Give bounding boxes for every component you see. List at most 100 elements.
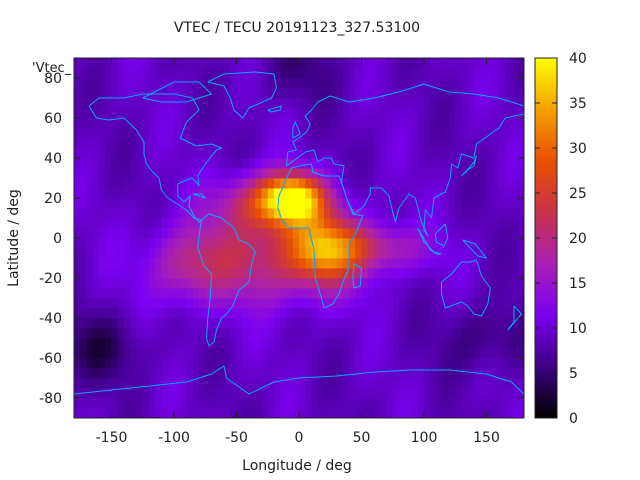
heatmap-cell xyxy=(317,98,325,109)
heatmap-cell xyxy=(317,248,325,259)
heatmap-cell xyxy=(386,358,394,369)
heatmap-cell xyxy=(186,98,194,109)
heatmap-cell xyxy=(80,208,87,219)
heatmap-cell xyxy=(142,238,150,249)
heatmap-cell xyxy=(255,248,262,259)
heatmap-cell xyxy=(117,228,125,239)
heatmap-cell xyxy=(305,98,312,109)
heatmap-cell xyxy=(392,328,400,339)
heatmap-cell xyxy=(305,58,312,69)
heatmap-cell xyxy=(417,328,425,339)
heatmap-cell xyxy=(161,148,169,159)
heatmap-cell xyxy=(124,88,131,99)
heatmap-cell xyxy=(86,338,94,349)
heatmap-cell xyxy=(130,358,137,369)
heatmap-cell xyxy=(286,58,294,69)
heatmap-cell xyxy=(330,128,337,139)
heatmap-cell xyxy=(292,378,300,389)
heatmap-cell xyxy=(205,278,212,289)
coastline-path xyxy=(142,81,212,103)
heatmap-cell xyxy=(286,138,294,149)
heatmap-cell xyxy=(292,288,300,299)
heatmap-cell xyxy=(499,278,506,289)
heatmap-cell xyxy=(105,228,112,239)
heatmap-cell xyxy=(436,268,444,279)
heatmap-cell xyxy=(349,168,356,179)
heatmap-cell xyxy=(292,238,300,249)
heatmap-cell xyxy=(324,298,331,309)
heatmap-cell xyxy=(149,288,156,299)
heatmap-cell xyxy=(367,368,375,379)
heatmap-cell xyxy=(161,108,169,119)
heatmap-cell xyxy=(74,268,81,279)
heatmap-cell xyxy=(211,308,219,319)
heatmap-cell xyxy=(74,408,81,419)
heatmap-cell xyxy=(99,298,106,309)
heatmap-cell xyxy=(317,158,325,169)
heatmap-cell xyxy=(236,158,244,169)
heatmap-cell xyxy=(236,208,244,219)
heatmap-cell xyxy=(380,398,387,409)
heatmap-cell xyxy=(361,88,369,99)
heatmap-cell xyxy=(167,288,175,299)
heatmap-cell xyxy=(236,108,244,119)
heatmap-cell xyxy=(492,138,500,149)
heatmap-cell xyxy=(380,108,387,119)
heatmap-cell xyxy=(486,238,494,249)
heatmap-cell xyxy=(255,188,262,199)
heatmap-cell xyxy=(292,258,300,269)
heatmap-cell xyxy=(74,258,81,269)
heatmap-cell xyxy=(280,388,287,399)
heatmap-cell xyxy=(174,278,181,289)
heatmap-cell xyxy=(374,78,381,89)
heatmap-cell xyxy=(105,218,112,229)
heatmap-cell xyxy=(474,108,481,119)
heatmap-cell xyxy=(117,208,125,219)
heatmap-cell xyxy=(455,168,462,179)
heatmap-cell xyxy=(336,408,344,419)
heatmap-cell xyxy=(124,398,131,409)
heatmap-cell xyxy=(455,408,462,419)
heatmap-cell xyxy=(299,138,306,149)
heatmap-cell xyxy=(74,78,81,89)
heatmap-cell xyxy=(436,148,444,159)
heatmap-cell xyxy=(105,318,112,329)
heatmap-cell xyxy=(136,308,144,319)
x-tick-label: 50 xyxy=(353,430,371,446)
heatmap-cell xyxy=(161,158,169,169)
heatmap-cell xyxy=(342,198,350,209)
heatmap-cell xyxy=(211,178,219,189)
heatmap-cell xyxy=(324,158,331,169)
colorbar-tick-label: 0 xyxy=(569,411,578,427)
heatmap-cell xyxy=(511,148,519,159)
heatmap-cell xyxy=(374,158,381,169)
heatmap-cell xyxy=(411,98,419,109)
heatmap-cell xyxy=(486,68,494,79)
heatmap-cell xyxy=(274,218,281,229)
heatmap-cell xyxy=(511,158,519,169)
heatmap-cell xyxy=(136,318,144,329)
heatmap-cell xyxy=(299,68,306,79)
heatmap-cell xyxy=(355,278,362,289)
heatmap-cell xyxy=(105,148,112,159)
heatmap-cell xyxy=(305,198,312,209)
heatmap-cell xyxy=(499,198,506,209)
heatmap-cell xyxy=(105,158,112,169)
heatmap-cell xyxy=(380,188,387,199)
heatmap-cell xyxy=(449,58,456,69)
heatmap-cell xyxy=(267,388,275,399)
heatmap-cell xyxy=(417,198,425,209)
heatmap-cell xyxy=(492,328,500,339)
heatmap-cell xyxy=(355,328,362,339)
heatmap-cell xyxy=(336,158,344,169)
heatmap-cell xyxy=(124,238,131,249)
heatmap-cell xyxy=(517,338,525,349)
heatmap-cell xyxy=(330,308,337,319)
heatmap-cell xyxy=(399,388,406,399)
heatmap-cell xyxy=(305,378,312,389)
heatmap-cell xyxy=(149,238,156,249)
heatmap-cell xyxy=(324,378,331,389)
heatmap-cell xyxy=(474,218,481,229)
heatmap-cell xyxy=(74,58,81,69)
heatmap-cell xyxy=(130,118,137,129)
